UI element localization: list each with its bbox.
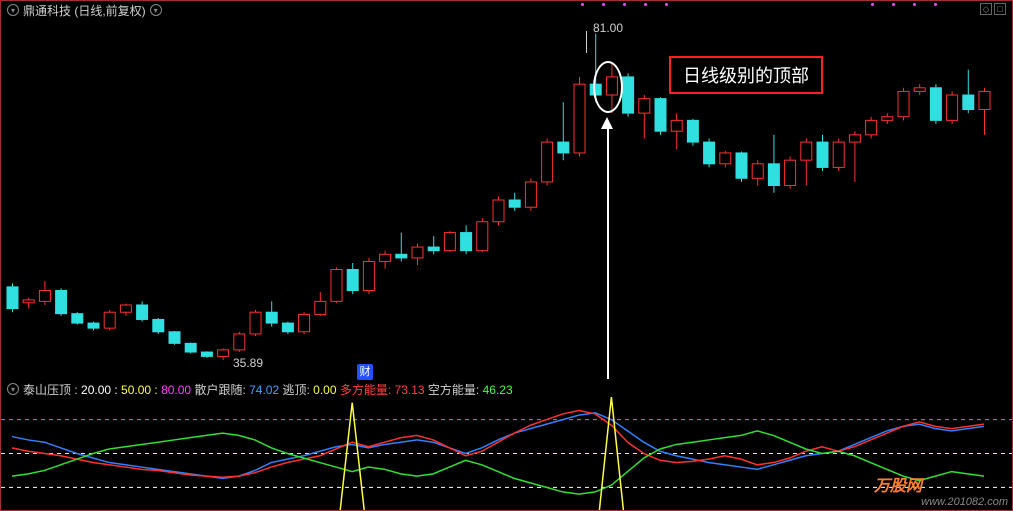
indicator-value: 80.00 xyxy=(161,383,194,397)
indicator-value: 泰山压顶 : xyxy=(23,383,81,397)
indicator-value: 空方能量: xyxy=(428,383,483,397)
indicator-value: 73.13 xyxy=(395,383,428,397)
indicator-chart[interactable] xyxy=(1,397,1012,510)
high-wick-line xyxy=(586,31,587,53)
chevron-down-icon[interactable]: ▾ xyxy=(150,4,162,16)
indicator-value: 散户跟随: xyxy=(194,383,249,397)
tool-box-2[interactable]: □ xyxy=(994,3,1006,15)
cai-badge: 财 xyxy=(357,364,373,380)
indicator-dots xyxy=(871,3,937,6)
chart-title: 鼎通科技 (日线,前复权) xyxy=(23,2,146,19)
indicator-value: 0.00 xyxy=(313,383,340,397)
watermark-logo: 万股网 xyxy=(874,472,922,496)
price-high-label: 81.00 xyxy=(593,21,623,35)
indicator-value: 逃顶: xyxy=(283,383,314,397)
indicator-value: 74.02 xyxy=(249,383,282,397)
candlestick-chart[interactable] xyxy=(1,19,1012,381)
arrow-line xyxy=(607,127,609,379)
chevron-down-icon[interactable]: ▾ xyxy=(7,4,19,16)
price-low-label: 35.89 xyxy=(233,356,263,370)
annotation-box: 日线级别的顶部 xyxy=(669,56,823,94)
indicator-value: 多方能量: xyxy=(340,383,395,397)
chevron-down-icon[interactable]: ▾ xyxy=(7,383,19,395)
indicator-dots xyxy=(581,3,668,6)
indicator-value: 20.00 : xyxy=(81,383,121,397)
watermark-url: www.201082.com xyxy=(921,496,1008,508)
ellipse-annotation xyxy=(593,61,623,113)
indicator-value: 50.00 : xyxy=(121,383,161,397)
tool-box-1[interactable]: ◇ xyxy=(980,3,992,15)
chart-header: ▾ 鼎通科技 (日线,前复权) ▾ ◇ □ xyxy=(1,1,1012,19)
indicator-header: ▾ 泰山压顶 : 20.00 : 50.00 : 80.00 散户跟随: 74.… xyxy=(1,381,1012,397)
annotation-text: 日线级别的顶部 xyxy=(683,66,809,86)
indicator-value: 46.23 xyxy=(483,383,513,397)
